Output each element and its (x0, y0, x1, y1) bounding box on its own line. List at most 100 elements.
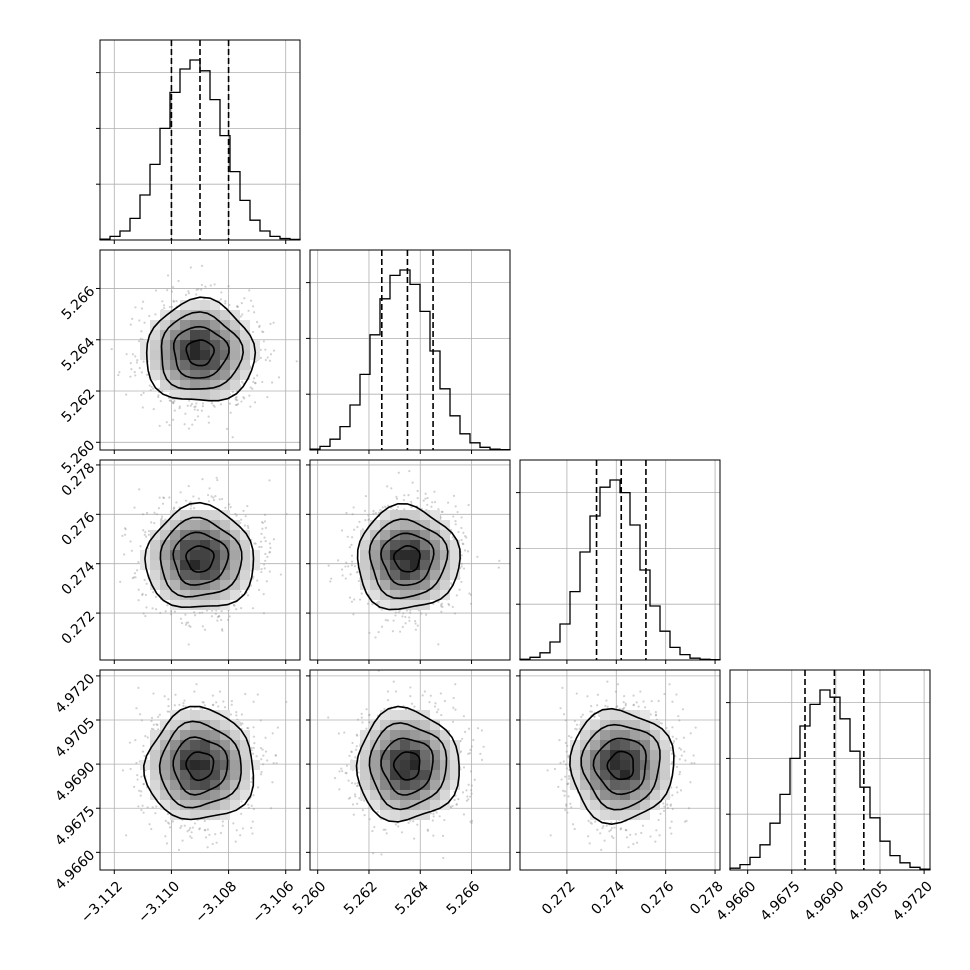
sample-point (234, 398, 237, 401)
sample-point (365, 727, 368, 730)
sample-point (565, 804, 568, 807)
sample-point (430, 505, 433, 508)
contour-level-2 (159, 516, 243, 598)
density-cell (360, 550, 370, 560)
sample-point (150, 727, 154, 730)
density-cell (170, 730, 180, 740)
sample-point (175, 299, 178, 303)
density-cell (590, 740, 600, 750)
sample-point (249, 299, 253, 302)
sample-point (470, 789, 473, 792)
sample-point (627, 846, 630, 849)
sample-point (277, 376, 281, 379)
sample-point (183, 699, 186, 702)
sample-point (264, 526, 268, 529)
sample-point (200, 409, 203, 412)
sample-point (268, 551, 271, 554)
density-cell (230, 790, 240, 800)
sample-point (257, 588, 261, 591)
sample-point (192, 506, 196, 510)
density-cell (180, 330, 190, 340)
sample-point (575, 728, 578, 731)
sample-point (243, 397, 246, 400)
sample-point (386, 504, 390, 507)
sample-point (264, 348, 267, 351)
sample-point (193, 690, 196, 693)
density-cell (620, 710, 630, 720)
sample-point (210, 495, 213, 498)
density-cell (230, 530, 240, 540)
sample-point (437, 600, 440, 604)
sample-point (162, 496, 166, 500)
density-cell (140, 340, 150, 350)
density-cell (640, 730, 650, 740)
density-cell (200, 750, 210, 760)
sample-point (144, 531, 147, 534)
density-cell (150, 780, 160, 790)
sample-point (421, 694, 424, 697)
density-cell (190, 560, 200, 570)
sample-point (171, 286, 175, 289)
sample-point (241, 722, 244, 725)
sample-point (239, 315, 242, 318)
sample-point (677, 715, 680, 718)
density-cell (390, 570, 400, 580)
sample-point (671, 700, 674, 703)
density-cell (370, 760, 380, 770)
density-cell (400, 590, 410, 600)
sample-point (212, 496, 215, 499)
density-cell (660, 740, 670, 750)
sample-point (670, 752, 674, 755)
sample-point (451, 605, 454, 608)
density-cell (450, 780, 460, 790)
density-cell (450, 550, 460, 560)
density-cell (210, 570, 220, 580)
density-cell (230, 560, 240, 570)
sample-point (606, 680, 609, 683)
sample-point (440, 602, 444, 605)
density-cell (200, 780, 210, 790)
sample-point (350, 564, 354, 567)
density-cell (440, 550, 450, 560)
density-cell (210, 800, 220, 810)
density-cell (400, 800, 410, 810)
density-cell (220, 330, 230, 340)
sample-point (612, 836, 615, 840)
sample-point (356, 718, 360, 721)
density-cell (630, 750, 640, 760)
sample-point (129, 767, 132, 771)
sample-point (250, 826, 253, 830)
sample-point (264, 750, 268, 753)
scatter-panel-4-3 (516, 669, 721, 874)
density-cell (160, 770, 170, 780)
density-cell (210, 740, 220, 750)
sample-point (355, 571, 359, 574)
density-cell (210, 540, 220, 550)
density-cell (180, 560, 190, 570)
sample-point (629, 833, 632, 836)
sample-point (261, 330, 264, 333)
sample-point (256, 693, 259, 696)
sample-point (259, 719, 262, 722)
density-cell (170, 550, 180, 560)
density-cell (430, 740, 440, 750)
sample-point (141, 300, 145, 303)
contour-level-2 (158, 720, 242, 809)
sample-point (172, 507, 175, 510)
sample-point (179, 491, 182, 494)
density-cell (420, 560, 430, 570)
contour-level-1 (355, 705, 460, 823)
density-cell (650, 760, 660, 770)
sample-point (632, 704, 635, 707)
density-cell (240, 560, 250, 570)
density-cell (220, 720, 230, 730)
sample-point (220, 609, 223, 613)
sample-point (673, 740, 676, 743)
sample-point (394, 690, 398, 693)
sample-point (128, 741, 132, 744)
sample-point (349, 573, 352, 576)
density-cell (170, 580, 180, 590)
sample-point (166, 710, 169, 713)
density-cell (630, 760, 640, 770)
density-cell (180, 760, 190, 770)
